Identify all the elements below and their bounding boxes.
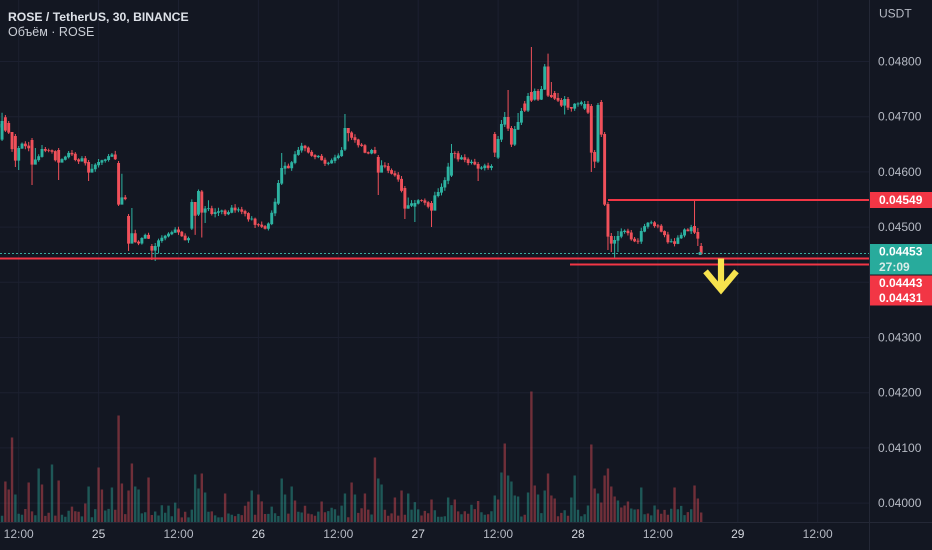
svg-text:0.04443: 0.04443 [879,276,923,290]
svg-text:0.04300: 0.04300 [878,331,922,345]
svg-text:ROSE / TetherUS, 30, BINANCE: ROSE / TetherUS, 30, BINANCE [8,10,189,24]
svg-text:25: 25 [92,527,106,541]
svg-text:29: 29 [731,527,745,541]
svg-text:12:00: 12:00 [643,527,673,541]
svg-text:27:09: 27:09 [879,260,910,274]
svg-text:0.04600: 0.04600 [878,165,922,179]
svg-text:0.04100: 0.04100 [878,441,922,455]
svg-text:0.04000: 0.04000 [878,496,922,510]
svg-text:Объём · ROSE: Объём · ROSE [8,25,94,39]
svg-text:27: 27 [412,527,426,541]
svg-text:0.04453: 0.04453 [879,245,923,259]
svg-text:0.04800: 0.04800 [878,55,922,69]
svg-text:0.04200: 0.04200 [878,386,922,400]
svg-text:12:00: 12:00 [323,527,353,541]
svg-text:USDT: USDT [879,7,912,21]
svg-text:12:00: 12:00 [163,527,193,541]
svg-text:12:00: 12:00 [4,527,34,541]
svg-text:0.04549: 0.04549 [879,193,923,207]
svg-text:26: 26 [252,527,266,541]
svg-text:0.04500: 0.04500 [878,220,922,234]
svg-text:0.04431: 0.04431 [879,291,923,305]
svg-text:28: 28 [571,527,585,541]
svg-text:12:00: 12:00 [483,527,513,541]
svg-text:0.04700: 0.04700 [878,110,922,124]
svg-text:12:00: 12:00 [803,527,833,541]
